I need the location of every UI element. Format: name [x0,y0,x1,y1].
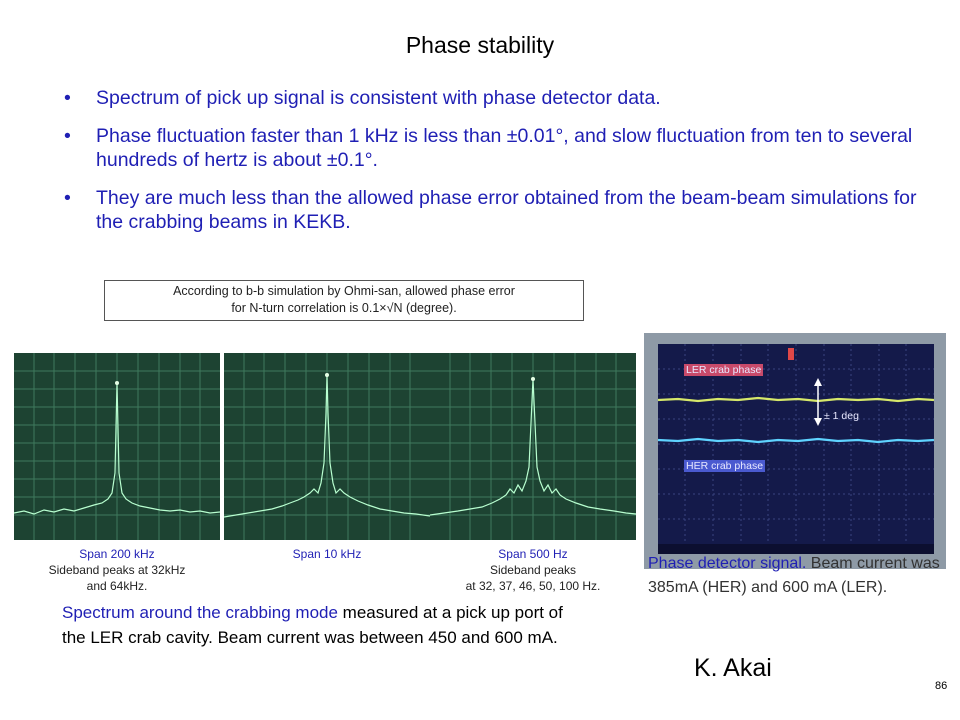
span-label-200khz: Span 200 kHz [79,547,155,561]
spectrum-description: Spectrum around the crabbing mode measur… [62,600,582,650]
spectrum-caption-500hz: Span 500 Hz Sideband peaks at 32, 37, 46… [425,546,641,594]
bullet-list: • Spectrum of pick up signal is consisten… [64,86,924,248]
bullet-item: • They are much less than the allowed pha… [64,186,924,234]
oscilloscope-screen: LER crab phase HER crab phase ± 1 deg [658,344,934,554]
span-label-10khz: Span 10 kHz [292,547,362,561]
page-number: 86 [935,680,948,692]
bullet-dot: • [64,87,71,109]
bullet-text: Phase fluctuation faster than 1 kHz is l… [96,125,913,171]
spectrum-photo-200khz [14,353,220,540]
spectrum-caption-10khz: Span 10 kHz [224,546,430,562]
slide-title: Phase stability [405,32,555,58]
ler-phase-label: LER crab phase [684,364,764,376]
caption-rest: Beam current was 385mA (HER) and 600 mA … [648,555,940,596]
span-label-500hz: Span 500 Hz [498,547,568,561]
bullet-item: • Spectrum of pick up signal is consisten… [64,86,924,110]
sideband-detail-1: Sideband peaks [489,563,577,577]
spectrum-caption-200khz: Span 200 kHz Sideband peaks at 32kHz and… [14,546,220,594]
sideband-detail-2: and 64kHz. [86,579,148,593]
bullet-dot: • [64,125,71,147]
caption-highlight: Phase detector signal. [648,555,807,572]
scale-label: ± 1 deg [824,410,859,422]
bullet-item: • Phase fluctuation faster than 1 kHz is … [64,124,924,172]
note-line-1: According to b-b simulation by Ohmi-san,… [173,284,515,298]
note-line-2: for N-turn correlation is 0.1×√N (degree… [231,301,457,315]
description-rest: measured at a pick up port of the LER cr… [62,603,563,647]
simulation-note-box: According to b-b simulation by Ohmi-san,… [104,280,584,321]
sideband-detail-2: at 32, 37, 46, 50, 100 Hz. [465,579,601,593]
spectrum-photo-10khz [224,353,430,540]
sideband-detail-1: Sideband peaks at 32kHz [48,563,186,577]
oscilloscope-caption: Phase detector signal. Beam current was … [648,552,948,600]
author-name: K. Akai [694,654,772,682]
bullet-text: They are much less than the allowed phas… [96,187,917,233]
spectrum-photo-500hz [430,353,636,540]
bullet-dot: • [64,187,71,209]
bullet-text: Spectrum of pick up signal is consistent… [96,87,661,109]
description-highlight: Spectrum around the crabbing mode [62,603,338,622]
her-phase-label: HER crab phase [684,460,766,472]
